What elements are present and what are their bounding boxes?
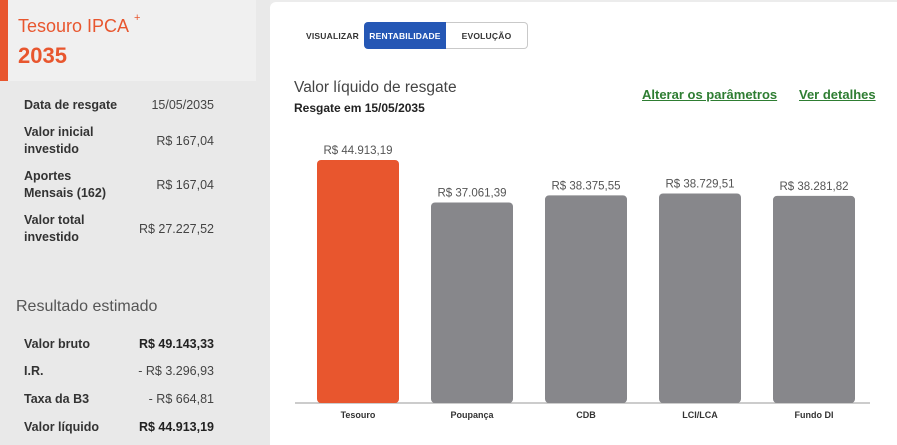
input-label: Valor inicial investido: [24, 125, 94, 156]
chart-title: Valor líquido de resgate: [294, 79, 457, 96]
x-tick-label: Tesouro: [341, 410, 376, 420]
x-tick-label: Poupança: [450, 410, 494, 420]
result-row-net: Valor líquido R$ 44.913,19: [24, 418, 214, 436]
bar-value-label: R$ 38.281,82: [779, 181, 848, 193]
input-row-redemption-date: Data de resgate 15/05/2035: [24, 96, 214, 114]
result-row-gross: Valor bruto R$ 49.143,33: [24, 335, 214, 353]
result-label: I.R.: [24, 363, 44, 378]
input-row-monthly-contributions: Aportes Mensais (162) R$ 167,04: [24, 168, 214, 202]
tab-rentabilidade[interactable]: RENTABILIDADE: [364, 22, 446, 49]
input-label: Aportes Mensais (162): [24, 169, 106, 200]
product-header: Tesouro IPCA + 2035: [0, 0, 256, 81]
view-details-link[interactable]: Ver detalhes: [799, 87, 876, 102]
bar-value-label: R$ 38.729,51: [665, 178, 734, 190]
product-name: Tesouro IPCA: [18, 16, 130, 36]
comparison-bar-chart: R$ 44.913,19 Tesouro R$ 37.061,39 Poupança R…: [295, 145, 870, 420]
input-label: Valor total investido: [24, 213, 85, 244]
input-value: R$ 27.227,52: [138, 222, 214, 236]
bar-value-label: R$ 38.375,55: [551, 180, 620, 192]
input-label: Data de resgate: [24, 97, 118, 112]
result-row-b3-fee: Taxa da B3 - R$ 664,81: [24, 390, 214, 408]
result-section-title: Resultado estimado: [16, 298, 158, 315]
product-plus-mark: +: [134, 12, 141, 24]
result-value: - R$ 664,81: [148, 392, 214, 406]
tab-evolucao[interactable]: EVOLUÇÃO: [446, 22, 528, 49]
tab-visualizar: VISUALIZAR: [306, 30, 359, 41]
bar-value-label: R$ 44.913,19: [323, 145, 392, 157]
bar-poupan-a: [431, 202, 513, 403]
result-label: Valor líquido: [24, 419, 100, 434]
main-panel: VISUALIZAR RENTABILIDADE EVOLUÇÃO Valor …: [270, 2, 897, 445]
result-value: R$ 44.913,19: [138, 420, 214, 434]
sidebar: Tesouro IPCA + 2035 Data de resgate 15/0…: [0, 0, 270, 445]
x-tick-label: Fundo DI: [795, 410, 834, 420]
view-tabs: VISUALIZAR RENTABILIDADE EVOLUÇÃO: [300, 22, 528, 49]
input-row-total-invested: Valor total investido R$ 27.227,52: [24, 212, 214, 246]
result-label: Taxa da B3: [24, 391, 90, 406]
x-tick-label: LCI/LCA: [682, 410, 718, 420]
x-tick-label: CDB: [576, 410, 596, 420]
product-year: 2035: [18, 43, 67, 68]
bar-tesouro: [317, 160, 399, 403]
bar-fundo-di: [773, 195, 855, 403]
result-row-income-tax: I.R. - R$ 3.296,93: [24, 362, 214, 380]
input-value: R$ 167,04: [156, 134, 214, 148]
bar-lci-lca: [659, 193, 741, 403]
result-label: Valor bruto: [24, 336, 90, 351]
bar-value-label: R$ 37.061,39: [437, 187, 506, 199]
bar-cdb: [545, 195, 627, 403]
input-value: 15/05/2035: [151, 98, 214, 112]
result-value: - R$ 3.296,93: [138, 364, 214, 378]
input-value: R$ 167,04: [156, 178, 214, 192]
change-parameters-link[interactable]: Alterar os parâmetros: [642, 87, 778, 102]
chart-subtitle: Resgate em 15/05/2035: [294, 101, 425, 115]
input-row-initial-investment: Valor inicial investido R$ 167,04: [24, 124, 214, 158]
result-value: R$ 49.143,33: [138, 337, 214, 351]
